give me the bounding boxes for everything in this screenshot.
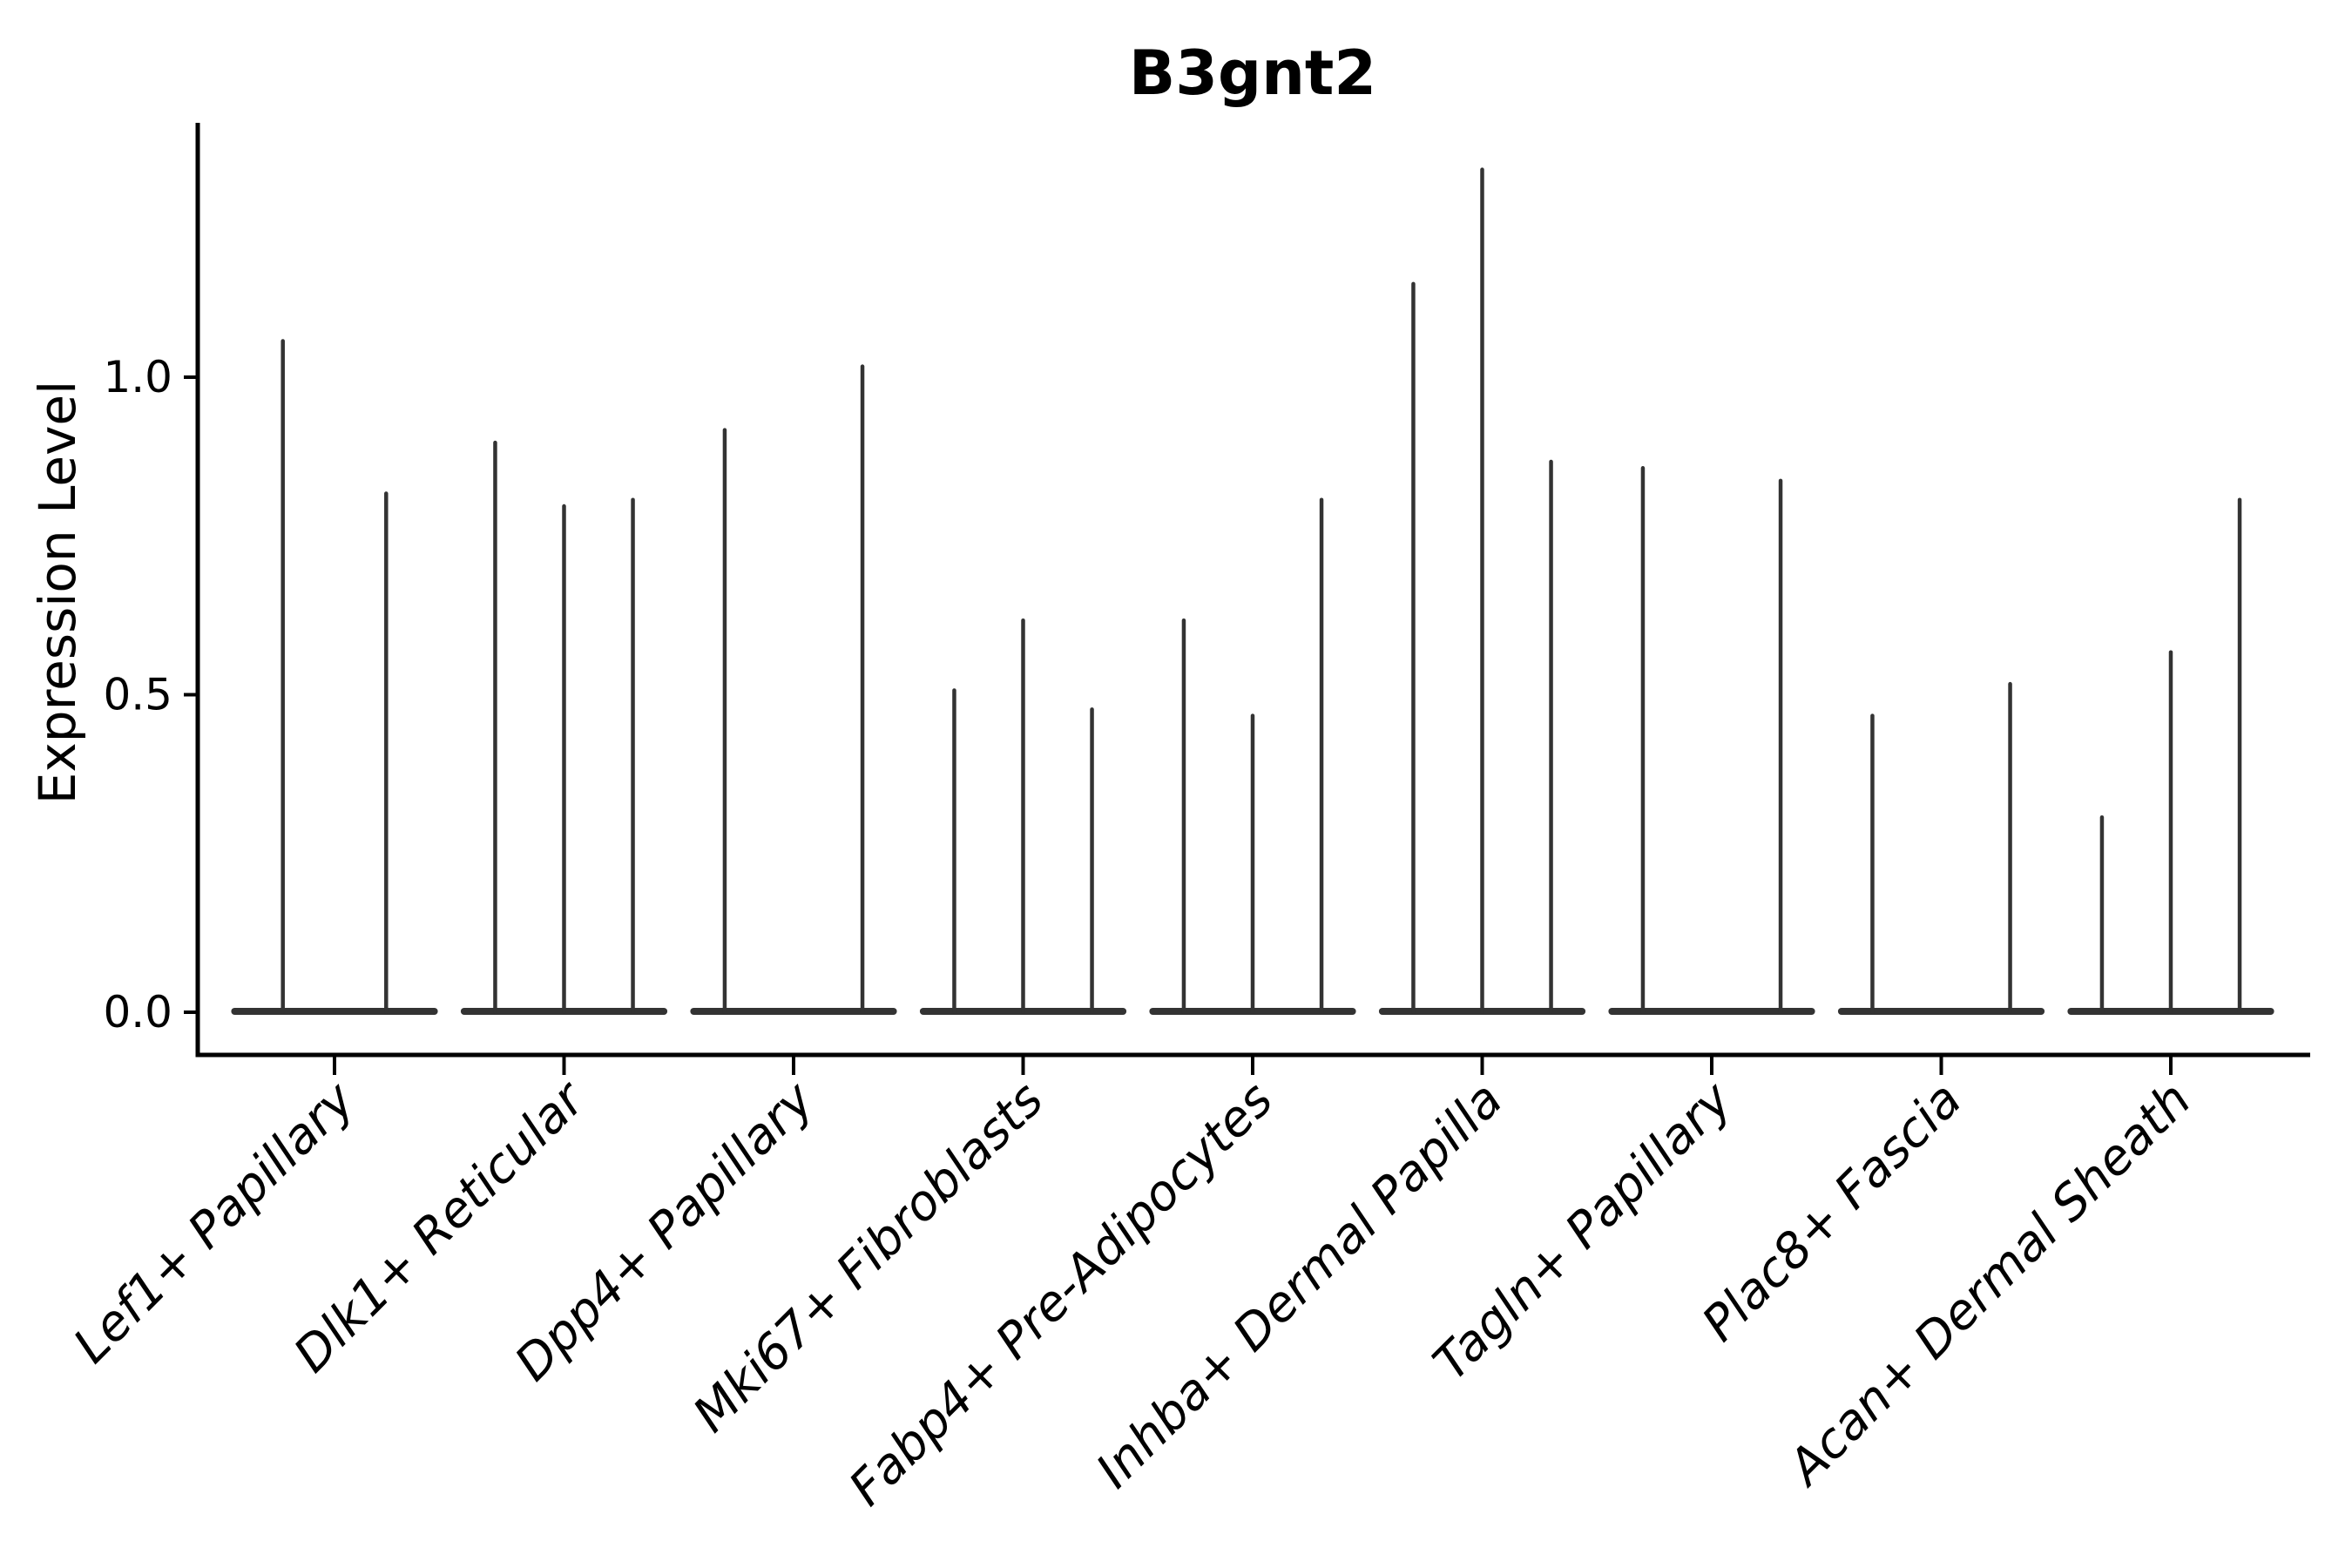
- violin-needle: [952, 688, 956, 1014]
- x-tick-label: Fabp4+ Pre-Adipocytes: [839, 1071, 1284, 1517]
- violin-base: [1837, 1008, 2045, 1015]
- violin-needle: [280, 339, 285, 1014]
- violin-needle: [1250, 713, 1255, 1014]
- violin-needle: [1778, 478, 1783, 1014]
- violin-base: [1608, 1008, 1815, 1015]
- violin-needle: [1181, 618, 1186, 1014]
- violin-needle: [2237, 497, 2242, 1014]
- violin-needle: [1319, 497, 1324, 1014]
- violin-needle: [2008, 681, 2012, 1014]
- violin-base: [231, 1008, 438, 1015]
- violin-needle: [1870, 713, 1875, 1014]
- violin-needle: [1480, 167, 1484, 1014]
- x-tick-label: Acan+ Dermal Sheath: [1776, 1071, 2202, 1497]
- violin-needle: [2168, 650, 2173, 1014]
- violin-needle: [2099, 815, 2105, 1014]
- violin-needle: [493, 440, 497, 1014]
- chart-title: B3gnt2: [1128, 37, 1377, 109]
- violin-needle: [384, 491, 389, 1014]
- violin-needle: [631, 497, 635, 1014]
- y-tick-label: 1.0: [103, 352, 172, 402]
- violin-needle: [1090, 707, 1094, 1014]
- violin-needle: [1411, 281, 1416, 1014]
- violin-needle: [1640, 466, 1646, 1014]
- violin-needle: [860, 364, 865, 1014]
- violin-needle: [1549, 459, 1553, 1014]
- violin-base: [690, 1008, 897, 1015]
- violin-needle: [562, 504, 566, 1014]
- y-axis-label: Expression Level: [28, 380, 87, 805]
- violin-needle: [722, 428, 727, 1014]
- x-tick-label: Inhba+ Dermal Papilla: [1085, 1071, 1513, 1499]
- violin-needle: [1021, 618, 1025, 1014]
- y-tick-label: 0.5: [103, 670, 172, 720]
- y-tick-label: 0.0: [103, 987, 172, 1037]
